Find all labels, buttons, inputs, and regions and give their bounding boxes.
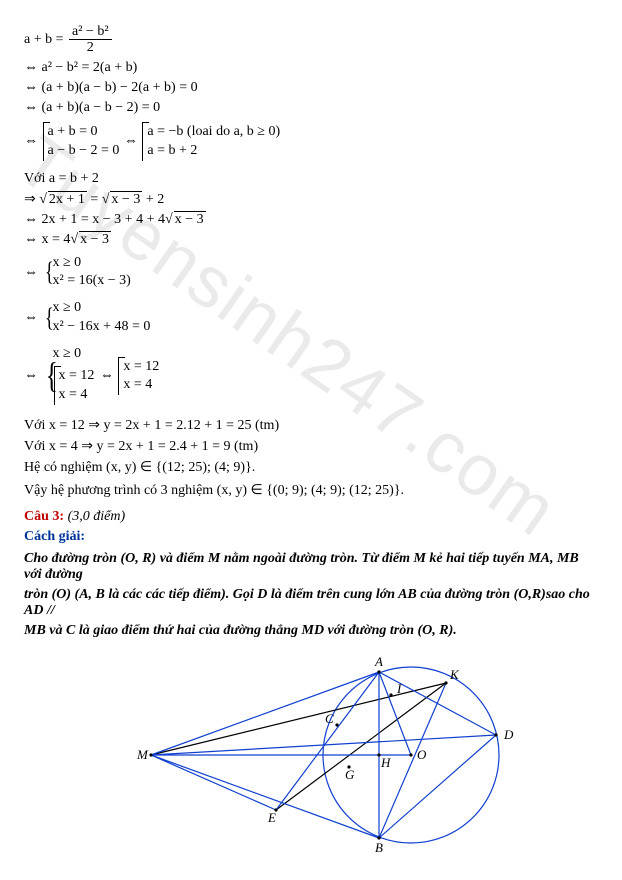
eq7a: ⇒ √	[24, 192, 47, 207]
svg-text:E: E	[267, 810, 276, 825]
svg-text:C: C	[325, 711, 334, 726]
eq-line-2: ⇔ a² − b² = 2(a + b)	[24, 60, 598, 76]
cau3-label: Câu 3:	[24, 509, 64, 524]
eq5-bracket-right: a = −b (loai do a, b ≥ 0) a = b + 2	[142, 122, 280, 161]
eq5-r2: a − b − 2 = 0	[48, 142, 120, 161]
eq-line-3: ⇔ (a + b)(a − b) − 2(a + b) = 0	[24, 80, 598, 96]
svg-text:O: O	[417, 747, 427, 762]
svg-text:A: A	[374, 654, 383, 669]
eq1-num: a² − b²	[69, 24, 112, 40]
eq12b-r1: x = 12	[123, 358, 159, 377]
eq-line-15: Hệ có nghiệm (x, y) ∈ {(12; 25); (4; 9)}…	[24, 459, 598, 476]
eq9b: x − 3	[79, 231, 111, 247]
eq5-bracket-left: a + b = 0 a − b − 2 = 0	[43, 122, 120, 161]
eq5b-r1: a = −b (loai do a, b ≥ 0)	[147, 123, 280, 142]
eq12-r2: x = 12	[59, 367, 95, 386]
eq1-lhs: a + b =	[24, 32, 67, 47]
eq5-r1: a + b = 0	[48, 123, 120, 142]
eq11-r1: x ≥ 0	[53, 299, 151, 318]
eq7c: = √	[87, 192, 110, 207]
eq-line-9: ⇔ x = 4√x − 3	[24, 232, 598, 248]
geometry-diagram: M A B O D K C E I H G	[24, 645, 598, 860]
eq-line-1: a + b = a² − b² 2	[24, 24, 598, 56]
eq12-inner: x = 12 x = 4	[54, 366, 95, 405]
svg-text:D: D	[503, 727, 514, 742]
eq-line-14: Với x = 4 ⇒ y = 2x + 1 = 2.4 + 1 = 9 (tm…	[24, 438, 598, 455]
eq5-pre: ⇔	[24, 133, 42, 148]
eq10-brace: x ≥ 0 x² = 16(x − 3)	[43, 254, 131, 292]
problem-line-3: MB và C là giao điểm thứ hai của đường t…	[24, 623, 598, 639]
eq-line-13: Với x = 12 ⇒ y = 2x + 1 = 2.12 + 1 = 25 …	[24, 417, 598, 434]
eq-line-11: ⇔ x ≥ 0 x² − 16x + 48 = 0	[24, 297, 598, 339]
eq5-mid: ⇔	[124, 133, 142, 148]
svg-text:K: K	[449, 667, 460, 682]
eq-line-5: ⇔ a + b = 0 a − b − 2 = 0 ⇔ a = −b (loai…	[24, 120, 598, 163]
eq-line-12: ⇔ x ≥ 0 x = 12 x = 4 ⇔ x = 12 x = 4	[24, 343, 598, 409]
p3a: MB và C là giao điểm thứ hai của đường t…	[24, 623, 417, 638]
eq12-brace-left: x ≥ 0 x = 12 x = 4	[43, 345, 96, 407]
cau3-points: (3,0 điểm)	[68, 509, 126, 524]
eq9a: ⇔ x = 4√	[24, 232, 78, 247]
eq11-r2: x² − 16x + 48 = 0	[53, 318, 151, 337]
svg-text:B: B	[375, 840, 383, 855]
diagram-svg: M A B O D K C E I H G	[91, 645, 531, 855]
math-solution: a + b = a² − b² 2 ⇔ a² − b² = 2(a + b) ⇔…	[24, 24, 598, 860]
eq5b-r2: a = b + 2	[147, 142, 280, 161]
eq7d: x − 3	[110, 191, 142, 207]
eq8a: ⇔ 2x + 1 = x − 3 + 4 + 4√	[24, 212, 173, 227]
eq-line-10: ⇔ x ≥ 0 x² = 16(x − 3)	[24, 252, 598, 294]
eq12b-bracket: x = 12 x = 4	[118, 357, 159, 396]
eq10-r1: x ≥ 0	[53, 254, 131, 273]
svg-text:G: G	[345, 767, 355, 782]
eq12-r3: x = 4	[59, 386, 95, 405]
eq1-den: 2	[69, 40, 112, 55]
eq8b: x − 3	[174, 211, 206, 227]
svg-text:H: H	[380, 755, 391, 770]
eq12-r1: x ≥ 0	[53, 345, 96, 364]
eq-line-8: ⇔ 2x + 1 = x − 3 + 4 + 4√x − 3	[24, 212, 598, 228]
eq-line-7: ⇒ √2x + 1 = √x − 3 + 2	[24, 191, 598, 208]
eq12b-r2: x = 4	[123, 376, 159, 395]
svg-text:M: M	[136, 747, 149, 762]
eq10-r2: x² = 16(x − 3)	[53, 272, 131, 291]
cau3-header: Câu 3: (3,0 điểm)	[24, 509, 598, 525]
eq7e: + 2	[142, 192, 164, 207]
eq11-brace: x ≥ 0 x² − 16x + 48 = 0	[43, 299, 151, 337]
eq7b: 2x + 1	[48, 191, 87, 207]
problem-line-1: Cho đường tròn (O, R) và điểm M nằm ngoà…	[24, 551, 598, 583]
p3c: .	[453, 623, 457, 638]
eq-line-6: Với a = b + 2	[24, 171, 598, 187]
p1b: (O, R)	[120, 551, 156, 566]
cach-giai: Cách giải:	[24, 529, 598, 545]
eq-line-4: ⇔ (a + b)(a − b − 2) = 0	[24, 100, 598, 116]
svg-text:I: I	[396, 681, 402, 696]
eq-line-16: Vậy hệ phương trình có 3 nghiệm (x, y) ∈…	[24, 482, 598, 499]
eq1-fraction: a² − b² 2	[69, 24, 112, 56]
problem-line-2: tròn (O) (A, B là các các tiếp điểm). Gọ…	[24, 587, 598, 619]
p1a: Cho đường tròn	[24, 551, 120, 566]
p3b: (O, R)	[417, 623, 453, 638]
